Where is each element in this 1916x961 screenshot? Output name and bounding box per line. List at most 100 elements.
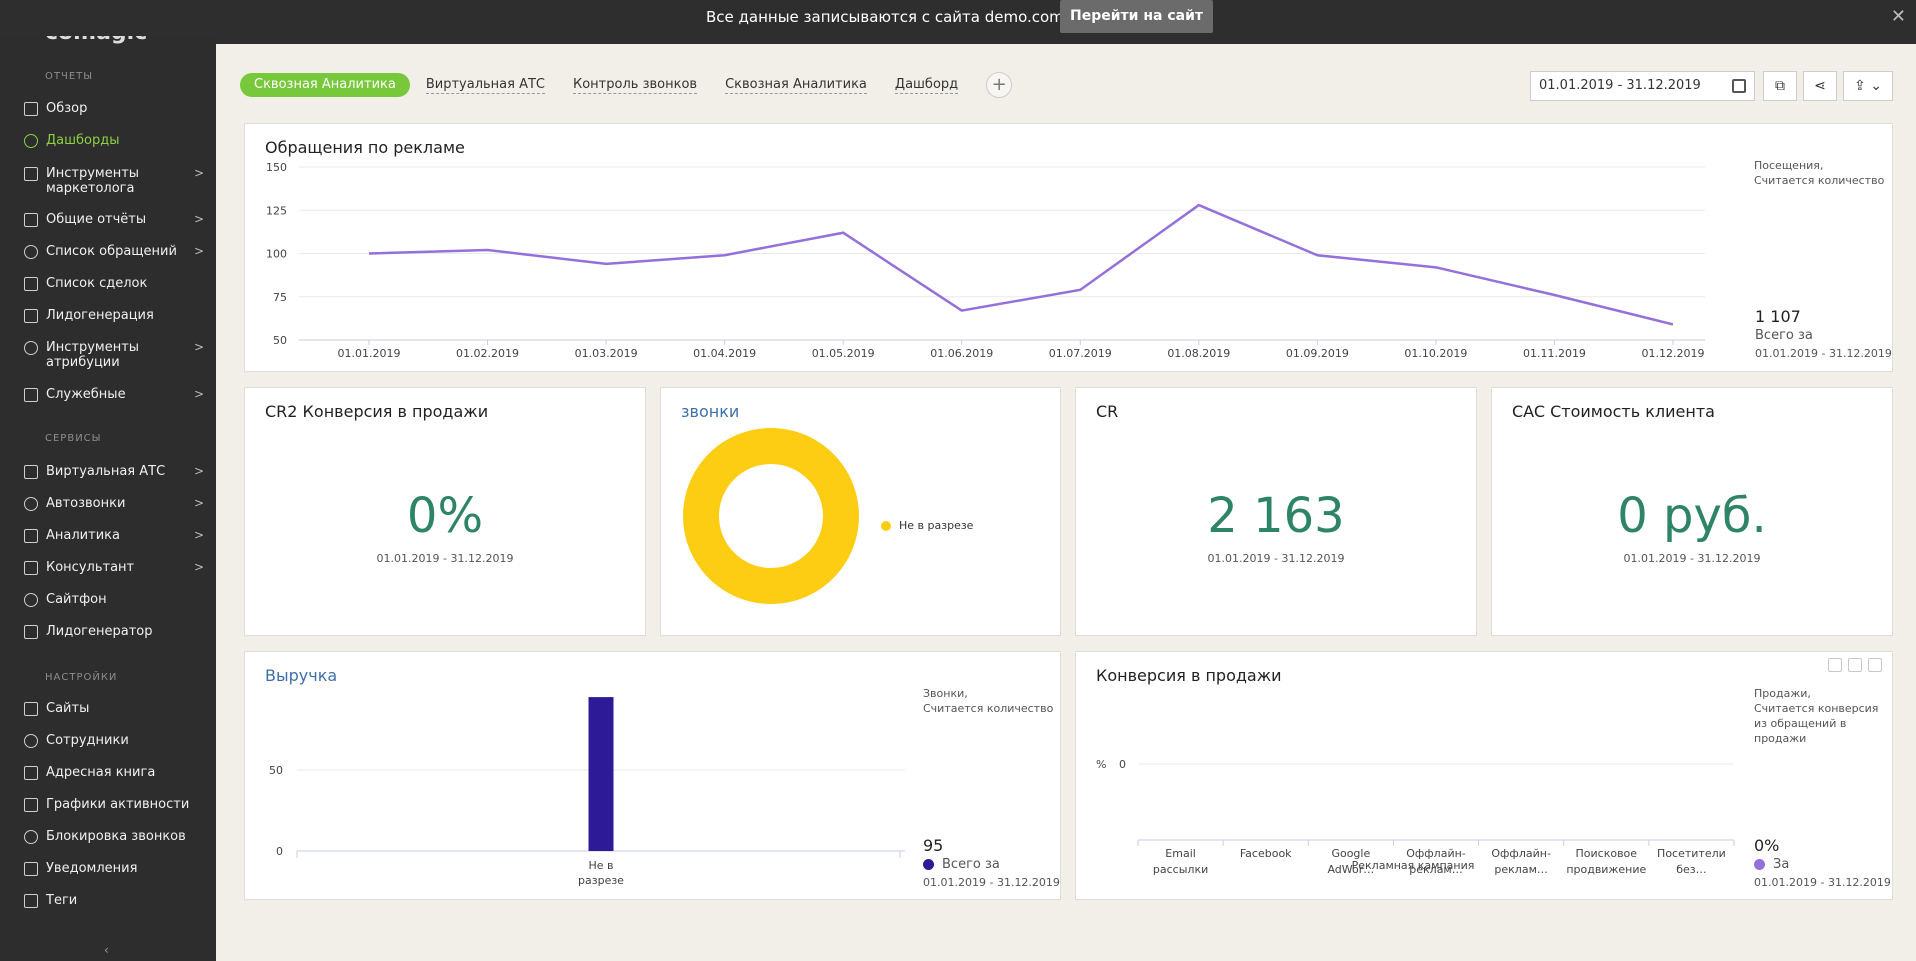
chevron-right-icon: > [193,212,204,226]
x-tick-label: AdWor… [1327,863,1374,876]
sidebar-item-теги[interactable]: Теги [24,893,204,908]
nav-icon [24,862,38,876]
tab-dashboard[interactable]: Дашборд [894,76,959,94]
go-to-site-button[interactable]: Перейти на сайт [1060,0,1213,33]
sidebar-item-лидогенератор[interactable]: Лидогенератор [24,624,204,639]
sidebar-item-label: Теги [46,893,78,908]
sidebar-item-список-обращений[interactable]: Список обращений > [24,244,204,259]
widget-cac: CAC Стоимость клиента 0 руб. 01.01.2019 … [1491,387,1893,636]
nav-icon [24,245,38,259]
kpi-value: 0 руб. [1617,488,1767,544]
edit-icon[interactable] [1848,658,1862,672]
nav-icon [24,309,38,323]
sidebar-item-label: Обзор [46,101,88,116]
tab-end-to-end-analytics[interactable]: Сквозная Аналитика [240,73,410,97]
sidebar-item-label: Дашборды [46,133,120,148]
sidebar-item-label: Автозвонки [46,496,126,511]
share-button[interactable]: ⋖ [1803,71,1837,101]
sidebar-item-label: Уведомления [46,861,138,876]
x-tick-label: Поисковое [1576,847,1638,860]
x-tick-label: реклам… [1409,863,1462,876]
legend-line-3: из обращений в [1754,717,1847,730]
tab-call-control[interactable]: Контроль звонков [573,76,698,94]
sidebar-item-аналитика[interactable]: Аналитика > [24,528,204,543]
x-tick-label: 01.09.2019 [1286,347,1349,360]
sidebar-item-label: Виртуальная АТС [46,464,166,479]
nav-icon [24,702,38,716]
nav-icon [24,213,38,227]
tab-end-to-end-analytics-2[interactable]: Сквозная Аналитика [725,76,867,94]
widget-revenue: Выручка 0 50 Не в разрезе Звонки, Считается… [244,651,1061,900]
tab-virtual-pbx[interactable]: Виртуальная АТС [425,76,545,94]
total-value: 1 107 [1755,307,1801,326]
date-range-picker[interactable]: 01.01.2019 - 31.12.2019 [1530,71,1755,101]
sidebar-item-label: Служебные [46,387,126,402]
info-icon[interactable] [1828,658,1842,672]
conversion-chart: % 0 Email рассылки Facebook Google AdWor… Оффла… [1096,758,1735,876]
sidebar-item-label: Сотрудники [46,733,129,748]
line-chart: 50 75 100 125 150 01.01.2019 01.02.2019 01.03.2… [266,161,1705,360]
sidebar-item-сайтфон[interactable]: Сайтфон [24,592,204,607]
widget-title: CR [1096,402,1119,421]
nav-icon [24,134,38,148]
sidebar-item-инструменты-маркетолога[interactable]: Инструменты маркетолога > [24,166,204,196]
sidebar-item-автозвонки[interactable]: Автозвонки > [24,496,204,511]
share-icon: ⋖ [1814,78,1826,94]
header-strip [216,36,1916,44]
sidebar-item-лидогенерация[interactable]: Лидогенерация [24,308,204,323]
sidebar: comagic ОТЧЕТЫ ОбзорДашбордыИнструменты … [0,0,216,961]
sidebar-item-дашборды[interactable]: Дашборды [24,133,204,148]
y-tick-label: 150 [266,161,287,174]
x-tick-label: реклам… [1494,863,1547,876]
nav-icon [24,830,38,844]
legend-line-2: Считается конверсия [1754,702,1879,715]
total-date: 01.01.2019 - 31.12.2019 [1755,347,1892,360]
sidebar-item-label: Лидогенератор [46,624,153,639]
sidebar-item-блокировка-звонков[interactable]: Блокировка звонков [24,829,204,844]
sidebar-item-служебные[interactable]: Служебные > [24,387,204,402]
sidebar-item-label: Аналитика [46,528,120,543]
x-tick-label: Не в [588,859,613,872]
sidebar-item-общие-отчёты[interactable]: Общие отчёты > [24,212,204,227]
close-icon[interactable]: ✕ [1890,6,1906,27]
total-date: 01.01.2019 - 31.12.2019 [923,876,1060,889]
legend-line-1: Продажи, [1754,687,1811,700]
sidebar-item-графики-активности[interactable]: Графики активности [24,797,204,812]
chart-legend: Звонки, Считается количество [923,686,1053,716]
total-value: 0% [1754,836,1780,855]
x-tick-label: 01.06.2019 [930,347,993,360]
legend-line-4: продажи [1754,732,1807,745]
x-tick-label: 01.02.2019 [456,347,519,360]
widget-title: CR2 Конверсия в продажи [265,402,489,421]
nav-icon [24,341,38,355]
sidebar-item-инструменты-атрибуции[interactable]: Инструменты атрибуции > [24,340,204,370]
copy-button[interactable]: ⧉ [1763,71,1797,101]
copy-icon: ⧉ [1775,78,1785,94]
sidebar-item-уведомления[interactable]: Уведомления [24,861,204,876]
sidebar-item-сотрудники[interactable]: Сотрудники [24,733,204,748]
x-tick-label: продвижение [1566,863,1646,876]
series-line [368,203,1674,326]
sidebar-item-список-сделок[interactable]: Список сделок [24,276,204,291]
legend-line-2: Считается количество [1754,174,1885,187]
sidebar-item-сайты[interactable]: Сайты [24,701,204,716]
sidebar-item-адресная-книга[interactable]: Адресная книга [24,765,204,780]
widget-toolbar [1828,658,1882,672]
widget-title: Выручка [265,666,338,685]
sidebar-item-обзор[interactable]: Обзор [24,101,204,116]
settings-icon[interactable] [1868,658,1882,672]
x-tick-label: 01.04.2019 [693,347,756,360]
sidebar-item-label: Список сделок [46,276,148,291]
sidebar-item-label: Лидогенерация [46,308,154,323]
add-tab-button[interactable]: + [986,72,1013,98]
export-button[interactable]: ⇪ ⌄ [1843,71,1893,101]
dashboard-tabs: Сквозная Аналитика Виртуальная АТС Контр… [240,72,1013,98]
legend-dot [1754,859,1765,870]
sidebar-item-виртуальная-атс[interactable]: Виртуальная АТС > [24,464,204,479]
sidebar-item-консультант[interactable]: Консультант > [24,560,204,575]
sidebar-item-label: Графики активности [46,797,190,812]
legend-dot [923,859,934,870]
kpi-date: 01.01.2019 - 31.12.2019 [1207,552,1345,565]
collapse-sidebar-icon[interactable]: ‹ [104,943,109,957]
calendar-icon[interactable] [1732,79,1746,93]
